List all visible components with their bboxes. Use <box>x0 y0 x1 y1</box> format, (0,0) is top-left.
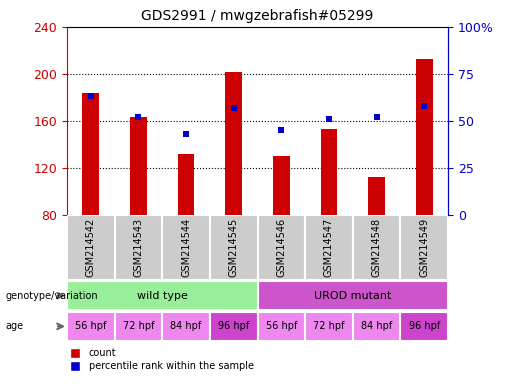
Text: GSM214548: GSM214548 <box>372 218 382 277</box>
Text: 84 hpf: 84 hpf <box>170 321 202 331</box>
Bar <box>210 215 258 280</box>
Text: 56 hpf: 56 hpf <box>75 321 107 331</box>
Text: GSM214547: GSM214547 <box>324 218 334 277</box>
Bar <box>401 312 448 341</box>
Bar <box>416 59 433 215</box>
Bar <box>67 215 115 280</box>
Text: GSM214543: GSM214543 <box>133 218 143 277</box>
Text: wild type: wild type <box>137 291 187 301</box>
Text: 72 hpf: 72 hpf <box>313 321 345 331</box>
Text: genotype/variation: genotype/variation <box>5 291 98 301</box>
Text: GSM214545: GSM214545 <box>229 218 238 277</box>
Bar <box>82 93 99 215</box>
Bar <box>130 118 147 215</box>
Bar <box>353 215 401 280</box>
Bar <box>353 312 401 341</box>
Text: GSM214544: GSM214544 <box>181 218 191 277</box>
Bar <box>273 156 289 215</box>
Bar <box>162 215 210 280</box>
Text: 56 hpf: 56 hpf <box>266 321 297 331</box>
Text: 96 hpf: 96 hpf <box>408 321 440 331</box>
Bar <box>178 154 194 215</box>
Bar <box>258 312 305 341</box>
Text: GSM214546: GSM214546 <box>277 218 286 277</box>
Bar <box>401 215 448 280</box>
Text: GSM214549: GSM214549 <box>419 218 429 277</box>
Bar <box>368 177 385 215</box>
Bar <box>114 312 162 341</box>
Bar <box>258 281 448 310</box>
Bar <box>162 312 210 341</box>
Bar <box>258 215 305 280</box>
Bar <box>67 312 115 341</box>
Text: UROD mutant: UROD mutant <box>314 291 391 301</box>
Legend: count, percentile rank within the sample: count, percentile rank within the sample <box>61 344 258 375</box>
Text: 72 hpf: 72 hpf <box>123 321 154 331</box>
Bar <box>305 215 353 280</box>
Text: age: age <box>5 321 23 331</box>
Bar <box>321 129 337 215</box>
Bar <box>67 281 258 310</box>
Bar <box>114 215 162 280</box>
Bar <box>226 71 242 215</box>
Bar <box>210 312 258 341</box>
Title: GDS2991 / mwgzebrafish#05299: GDS2991 / mwgzebrafish#05299 <box>141 9 374 23</box>
Bar <box>305 312 353 341</box>
Text: 84 hpf: 84 hpf <box>361 321 392 331</box>
Text: GSM214542: GSM214542 <box>86 218 96 277</box>
Text: 96 hpf: 96 hpf <box>218 321 249 331</box>
